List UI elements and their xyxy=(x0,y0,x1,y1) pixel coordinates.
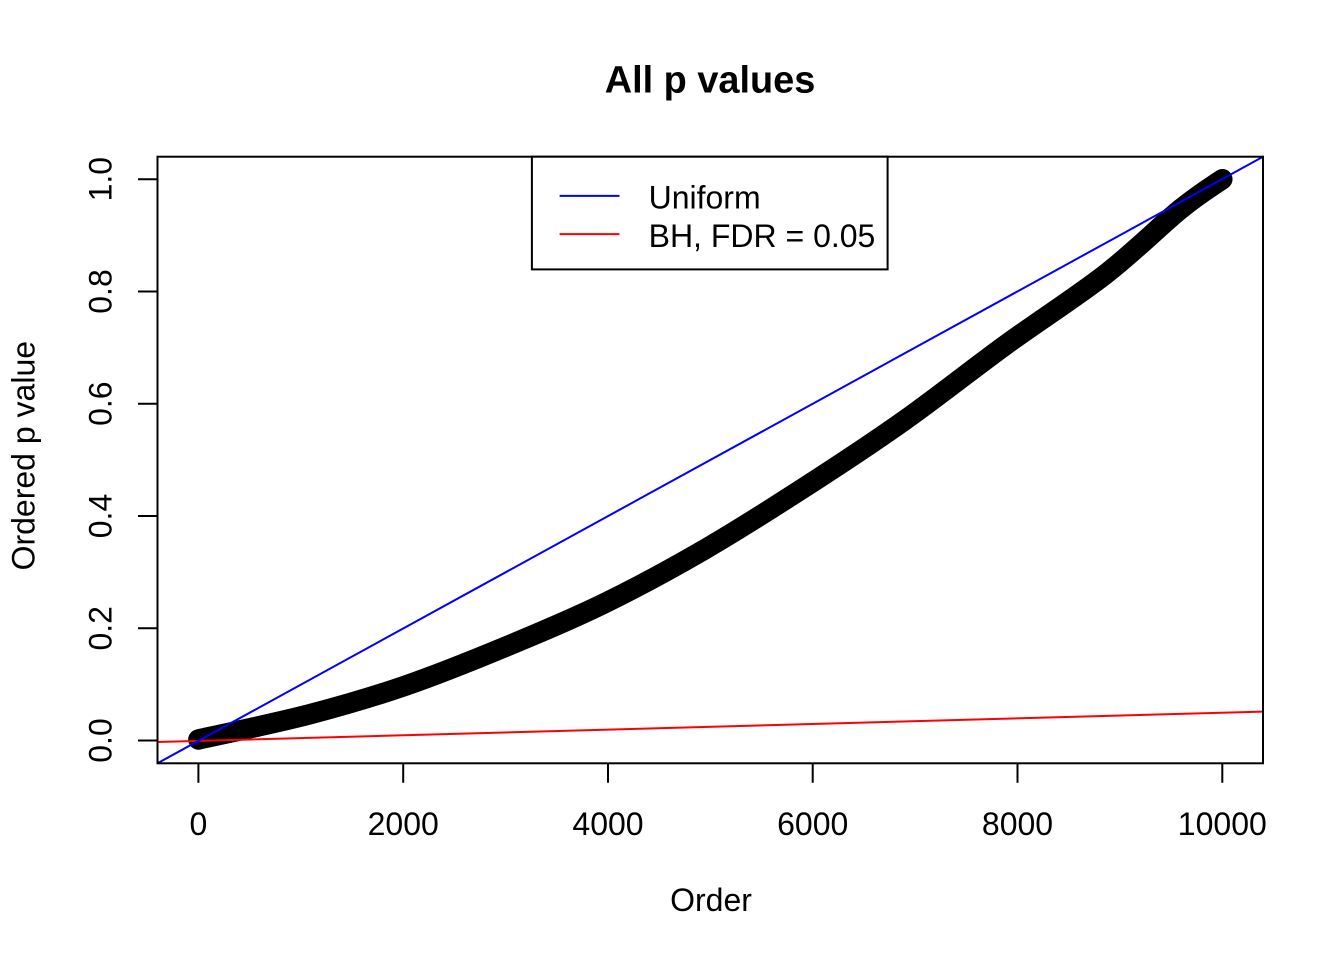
svg-text:Ordered p value: Ordered p value xyxy=(6,341,42,570)
svg-text:Order: Order xyxy=(670,882,752,918)
svg-text:All p values: All p values xyxy=(605,60,816,102)
svg-text:0.8: 0.8 xyxy=(82,269,118,313)
svg-text:6000: 6000 xyxy=(777,806,848,842)
svg-text:0.0: 0.0 xyxy=(82,718,118,762)
svg-text:4000: 4000 xyxy=(572,806,643,842)
svg-text:0.2: 0.2 xyxy=(82,606,118,650)
svg-text:8000: 8000 xyxy=(982,806,1053,842)
svg-text:Uniform: Uniform xyxy=(649,180,761,216)
svg-text:0: 0 xyxy=(190,806,208,842)
svg-text:BH, FDR = 0.05: BH, FDR = 0.05 xyxy=(649,218,876,254)
svg-text:1.0: 1.0 xyxy=(82,157,118,201)
svg-text:0.6: 0.6 xyxy=(82,381,118,425)
svg-text:2000: 2000 xyxy=(368,806,439,842)
svg-text:10000: 10000 xyxy=(1178,806,1267,842)
svg-text:0.4: 0.4 xyxy=(82,494,118,538)
